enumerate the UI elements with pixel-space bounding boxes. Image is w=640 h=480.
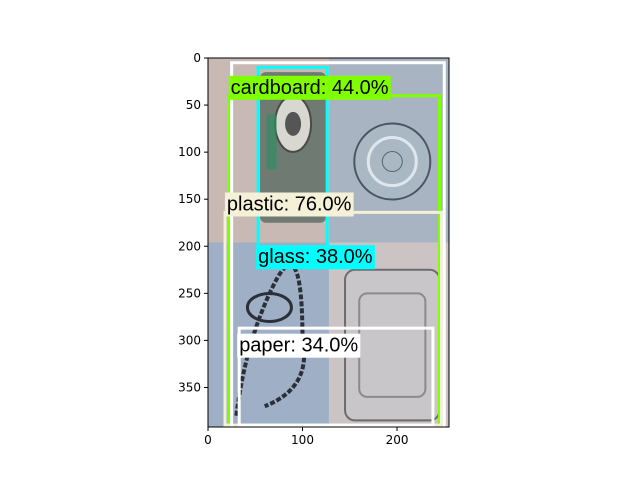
detection-label-bg-2	[256, 245, 375, 270]
detection-label-0: cardboard: 44.0%	[231, 77, 389, 99]
axes-layer: 0 100 200 0 50 100 150 200 250 300 350	[178, 51, 450, 447]
detection-label-bg-3	[237, 333, 361, 358]
detection-label-bg-0	[228, 75, 391, 100]
image-content-layer	[234, 72, 441, 422]
detection-label-3: paper: 34.0%	[239, 335, 358, 357]
detection-label-bg-1	[224, 192, 354, 217]
x-tick-label: 0	[204, 433, 212, 447]
axes-frame	[207, 57, 450, 428]
detection-label-1: plastic: 76.0%	[227, 193, 352, 215]
detection-box-3	[237, 326, 435, 427]
lid-photo	[353, 122, 432, 201]
y-tick-label: 150	[178, 192, 201, 206]
y-tick-label: 200	[178, 239, 201, 253]
y-tick-label: 350	[178, 380, 201, 394]
y-tick-label: 100	[178, 145, 201, 159]
y-tick-label: 300	[178, 333, 201, 347]
y-tick-label: 250	[178, 286, 201, 300]
detection-box-4	[230, 61, 446, 432]
y-tick-label: 50	[186, 98, 201, 112]
y-tick-label: 0	[193, 51, 201, 65]
x-tick-label: 100	[291, 433, 314, 447]
detection-label-2: glass: 38.0%	[258, 246, 373, 268]
x-tick-label: 200	[386, 433, 409, 447]
detection-labels-layer: cardboard: 44.0% plastic: 76.0% glass: 38.…	[224, 75, 391, 358]
